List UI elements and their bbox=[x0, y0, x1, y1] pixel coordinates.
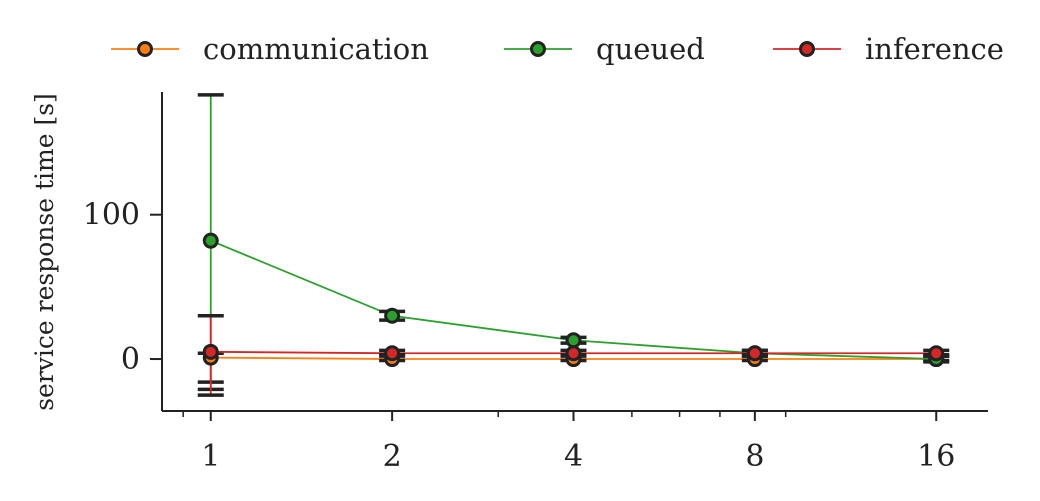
data-point bbox=[565, 345, 582, 362]
data-point bbox=[746, 345, 763, 362]
data-point bbox=[565, 332, 582, 349]
legend-item-communication: communication bbox=[111, 32, 429, 66]
x-ticks: 1 2 4 8 16 bbox=[182, 411, 955, 474]
legend-marker bbox=[799, 41, 815, 57]
data-point bbox=[384, 307, 401, 324]
legend: communication queued inference bbox=[111, 32, 1004, 66]
data-point bbox=[928, 345, 945, 362]
y-tick-label: 0 bbox=[121, 342, 140, 377]
legend-label: communication bbox=[203, 32, 429, 66]
legend-marker bbox=[530, 41, 546, 57]
legend-marker bbox=[137, 41, 153, 57]
y-ticks: 0 100 bbox=[83, 198, 162, 377]
data-point bbox=[202, 232, 219, 249]
legend-label: queued bbox=[596, 32, 705, 66]
legend-item-queued: queued bbox=[504, 32, 705, 66]
x-tick-label: 2 bbox=[383, 439, 402, 474]
axes bbox=[161, 92, 988, 412]
data-point bbox=[384, 345, 401, 362]
x-tick-label: 1 bbox=[201, 439, 220, 474]
x-tick-label: 8 bbox=[745, 439, 764, 474]
y-tick-label: 100 bbox=[83, 198, 140, 233]
legend-label: inference bbox=[865, 32, 1004, 66]
plot-area bbox=[197, 93, 950, 397]
data-point bbox=[202, 343, 219, 360]
legend-item-inference: inference bbox=[773, 32, 1004, 66]
x-tick-label: 16 bbox=[917, 439, 955, 474]
y-axis-label: service response time [s] bbox=[30, 93, 59, 411]
x-tick-label: 4 bbox=[564, 439, 583, 474]
